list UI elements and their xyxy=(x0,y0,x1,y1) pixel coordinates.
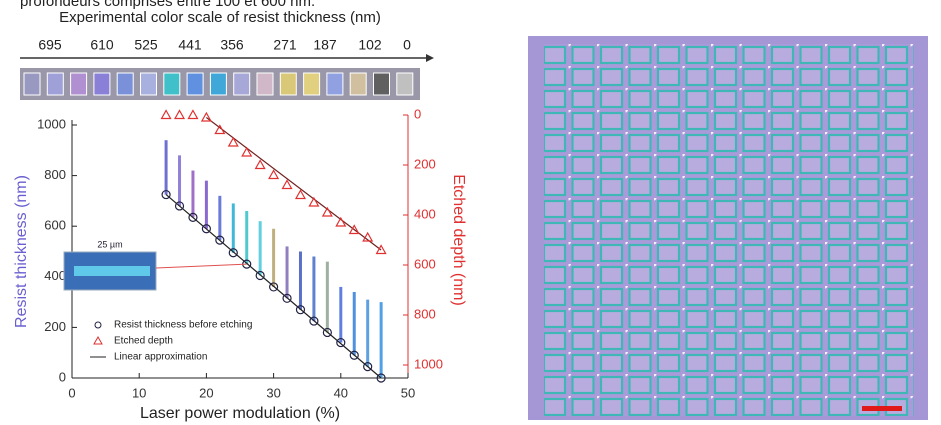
swatch xyxy=(326,72,344,96)
swatch xyxy=(93,72,111,96)
y2-tick-label: 200 xyxy=(414,156,436,171)
y2-tick-label: 800 xyxy=(414,306,436,321)
y2-tick-label: 0 xyxy=(414,106,421,121)
scale-label: 187 xyxy=(313,37,337,53)
scale-label: 0 xyxy=(403,37,411,53)
point xyxy=(255,270,265,281)
point xyxy=(228,248,238,258)
point xyxy=(375,244,387,255)
fit-line xyxy=(165,194,382,379)
fit-line xyxy=(206,117,382,251)
swatch xyxy=(23,72,41,96)
x-tick-label: 30 xyxy=(266,385,280,400)
x-tick-label: 10 xyxy=(132,385,146,400)
swatch xyxy=(349,72,367,96)
point xyxy=(308,196,320,207)
point xyxy=(241,146,253,157)
point xyxy=(376,373,386,383)
scale-label: 102 xyxy=(358,37,382,53)
point xyxy=(268,169,280,180)
color-scale-title: Experimental color scale of resist thick… xyxy=(59,9,381,26)
legend-marker xyxy=(94,321,102,329)
y-tick-label: 600 xyxy=(44,218,66,233)
point xyxy=(200,111,212,122)
swatch xyxy=(373,72,390,96)
point xyxy=(309,316,319,326)
point xyxy=(160,109,172,120)
point xyxy=(336,337,346,348)
swatch xyxy=(303,72,321,96)
inset-label: 25 µm xyxy=(97,239,122,249)
scale-label: 610 xyxy=(90,37,114,53)
scale-label: 356 xyxy=(220,37,244,53)
micrograph-grid xyxy=(544,44,914,416)
swatch xyxy=(186,72,204,96)
swatch xyxy=(70,72,88,96)
point xyxy=(335,216,347,227)
scale-arrowhead xyxy=(426,54,434,62)
x-tick-label: 20 xyxy=(199,385,213,400)
point xyxy=(321,206,333,217)
y2-axis-label: Etched depth (nm) xyxy=(450,174,467,306)
caption: profondeurs comprises entre 100 et 600 n… xyxy=(20,0,315,10)
y-axis-label: Resist thickness (nm) xyxy=(13,175,30,328)
point xyxy=(281,179,293,190)
inset-feature xyxy=(74,266,150,276)
y2-tick-label: 400 xyxy=(414,206,436,221)
swatch xyxy=(279,72,297,96)
swatch xyxy=(233,72,251,96)
point xyxy=(201,224,211,234)
x-tick-label: 0 xyxy=(68,385,75,400)
scale-label: 525 xyxy=(134,37,158,53)
legend-label: Etched depth xyxy=(114,336,173,347)
y-tick-label: 800 xyxy=(44,167,66,182)
point xyxy=(254,159,266,170)
inset-pointer xyxy=(155,263,247,269)
y-tick-label: 400 xyxy=(44,268,66,283)
scale-label: 441 xyxy=(178,37,202,53)
point xyxy=(161,189,171,200)
legend-label: Resist thickness before etching xyxy=(114,320,252,331)
x-tick-label: 40 xyxy=(334,385,348,400)
y-tick-label: 1000 xyxy=(37,116,66,131)
y2-tick-label: 1000 xyxy=(414,356,443,371)
point xyxy=(348,224,360,235)
x-axis-label: Laser power modulation (%) xyxy=(140,405,340,422)
y-tick-label: 200 xyxy=(44,319,66,334)
point xyxy=(363,362,373,372)
point xyxy=(322,327,332,338)
scale-bar xyxy=(862,406,902,411)
swatch xyxy=(163,72,181,96)
point xyxy=(215,235,225,245)
point xyxy=(282,293,292,303)
point xyxy=(227,136,239,147)
scale-label: 271 xyxy=(273,37,297,53)
swatch xyxy=(256,72,274,96)
point xyxy=(349,350,359,360)
point xyxy=(188,212,198,222)
point xyxy=(173,109,186,120)
point xyxy=(187,109,199,120)
legend-label: Linear approximation xyxy=(114,352,207,363)
y2-tick-label: 600 xyxy=(414,256,436,271)
swatch xyxy=(140,72,157,96)
point xyxy=(362,231,374,242)
scale-label: 695 xyxy=(38,37,62,53)
swatch xyxy=(116,72,134,96)
x-tick-label: 50 xyxy=(401,385,415,400)
point xyxy=(294,189,307,200)
swatch xyxy=(396,72,414,96)
legend-marker xyxy=(93,335,103,345)
swatch xyxy=(209,72,227,96)
point xyxy=(269,282,279,292)
point xyxy=(214,124,226,135)
point xyxy=(295,305,306,315)
swatch xyxy=(46,72,64,96)
y-tick-label: 0 xyxy=(59,369,66,384)
point xyxy=(174,201,185,211)
